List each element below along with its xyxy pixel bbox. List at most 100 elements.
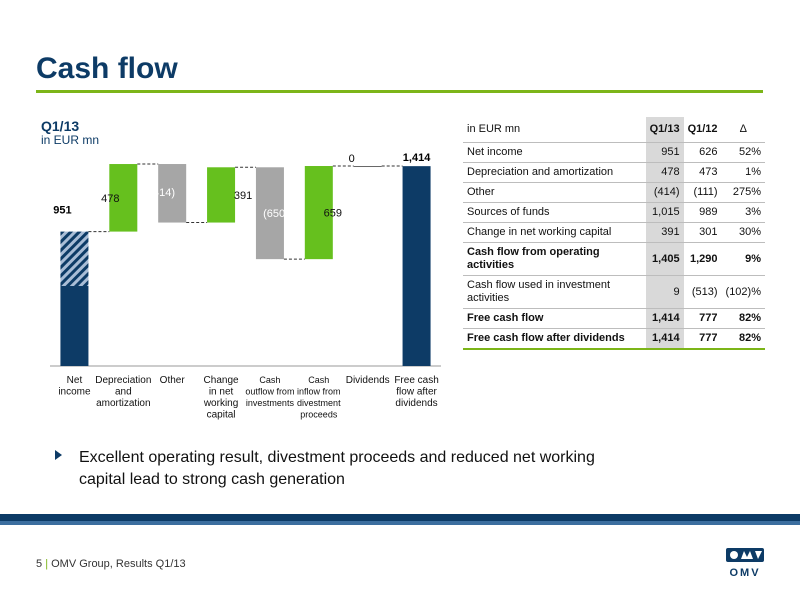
table-cell-delta: 82% [721, 328, 765, 350]
bar-net-income [60, 286, 89, 366]
key-message: Excellent operating result, divestment p… [55, 447, 617, 491]
category-label: Change [204, 375, 239, 386]
category-label: Free cash [394, 375, 438, 386]
table-row: Cash flow from operating activities 1,405… [463, 242, 765, 276]
table-header-delta: Δ [721, 117, 765, 143]
bar-net-income-hatched-segment [60, 231, 89, 287]
table-cell-label: Free cash flow [463, 308, 646, 329]
table-cell-q112: 989 [683, 202, 722, 223]
category-label: flow after [396, 387, 437, 398]
table-cell-delta: 30% [721, 222, 765, 243]
bar-5 [304, 166, 333, 260]
table-row: Free cash flow 1,414 777 82% [463, 308, 765, 329]
table-row: Other (414) (111) 275% [463, 182, 765, 203]
table-cell-q112: 626 [683, 142, 722, 163]
category-label: income [58, 387, 91, 398]
table-cell-delta: 3% [721, 202, 765, 223]
category-label: inflow from [297, 387, 341, 397]
omv-logo-text: OMV [729, 567, 760, 579]
data-label: 659 [324, 208, 342, 220]
table-header-label: in EUR mn [463, 117, 646, 143]
category-label: proceeds [300, 410, 338, 420]
table-row: Free cash flow after dividends 1,414 777 82… [463, 328, 765, 350]
table-cell-label: Sources of funds [463, 202, 646, 223]
table-cell-label: Net income [463, 142, 646, 163]
table-cell-delta: 275% [721, 182, 765, 203]
table-row: Depreciation and amortization 478 473 1% [463, 162, 765, 183]
table-cell-q112: (513) [683, 275, 722, 309]
bar-3 [207, 167, 236, 223]
table-cell-q113: 951 [645, 142, 684, 163]
table-cell-delta: (102)% [721, 275, 765, 309]
table-header-row: in EUR mn Q1/13 Q1/12 Δ [463, 117, 765, 143]
data-label: (414) [149, 187, 175, 199]
omv-logo-mark-icon [726, 548, 764, 562]
title-divider [36, 90, 763, 93]
table-cell-q112: 473 [683, 162, 722, 183]
footer-band-secondary [0, 521, 800, 525]
omv-logo: OMV [726, 548, 764, 579]
data-label: 0 [349, 153, 355, 165]
data-label: 1,414 [403, 152, 431, 164]
cash-flow-table: in EUR mn Q1/13 Q1/12 Δ Net income 951 626… [463, 117, 765, 350]
category-label: capital [207, 410, 236, 421]
category-label: Other [160, 375, 186, 386]
table-row: Cash flow used in investment activities 9… [463, 275, 765, 309]
table-cell-q113: (414) [645, 182, 684, 203]
table-cell-q112: 301 [683, 222, 722, 243]
table-cell-q113: 1,405 [645, 242, 684, 276]
page-title: Cash flow [36, 52, 178, 85]
category-label: Cash [308, 375, 329, 385]
bar-6 [353, 166, 382, 168]
table-cell-q113: 1,414 [645, 328, 684, 350]
footer: 5 | OMV Group, Results Q1/13 [36, 558, 186, 570]
footer-band [0, 514, 800, 521]
table-cell-q113: 478 [645, 162, 684, 183]
bar-4 [255, 167, 284, 260]
category-label: Net [67, 375, 83, 386]
bar-7 [402, 166, 431, 366]
chart-subheading: in EUR mn [41, 133, 100, 147]
category-label: Dividends [346, 375, 390, 386]
table-cell-label: Free cash flow after dividends [463, 328, 646, 350]
table-cell-label: Change in net working capital [463, 222, 646, 243]
table-header-q112: Q1/12 [683, 117, 722, 143]
table-cell-q112: (111) [683, 182, 722, 203]
category-label: Cash [259, 375, 280, 385]
category-label: in net [209, 387, 234, 398]
table-header-q113: Q1/13 [645, 117, 684, 143]
table-cell-q113: 1,414 [645, 308, 684, 329]
table-row: Change in net working capital 391 301 30% [463, 222, 765, 243]
category-label: dividends [395, 398, 437, 409]
page-number: 5 [36, 558, 43, 570]
table-cell-q113: 1,015 [645, 202, 684, 223]
category-label: outflow from [245, 387, 294, 397]
table-cell-q112: 777 [683, 328, 722, 350]
table-cell-q112: 777 [683, 308, 722, 329]
table-cell-delta: 52% [721, 142, 765, 163]
table-cell-q113: 391 [645, 222, 684, 243]
table-cell-label: Cash flow used in investment activities [463, 275, 646, 309]
data-label: (650) [263, 208, 289, 220]
table-cell-delta: 1% [721, 162, 765, 183]
category-label: investments [246, 398, 295, 408]
table-cell-label: Cash flow from operating activities [463, 242, 646, 276]
footer-text: OMV Group, Results Q1/13 [51, 558, 186, 570]
data-label: 391 [234, 190, 252, 202]
bar-1 [109, 164, 138, 232]
category-label: working [203, 398, 238, 409]
bar-2 [158, 164, 187, 223]
chart-heading: Q1/13 [41, 118, 80, 134]
category-label: Depreciation [95, 375, 151, 386]
table-cell-label: Other [463, 182, 646, 203]
category-label: divestment [297, 398, 341, 408]
table-cell-delta: 9% [721, 242, 765, 276]
table-cell-q113: 9 [645, 275, 684, 309]
table-row: Sources of funds 1,015 989 3% [463, 202, 765, 223]
data-label: 951 [53, 205, 71, 217]
bullet-arrow-icon [55, 450, 62, 460]
table-cell-q112: 1,290 [683, 242, 722, 276]
table-row: Net income 951 626 52% [463, 142, 765, 163]
footer-separator: | [45, 558, 49, 570]
